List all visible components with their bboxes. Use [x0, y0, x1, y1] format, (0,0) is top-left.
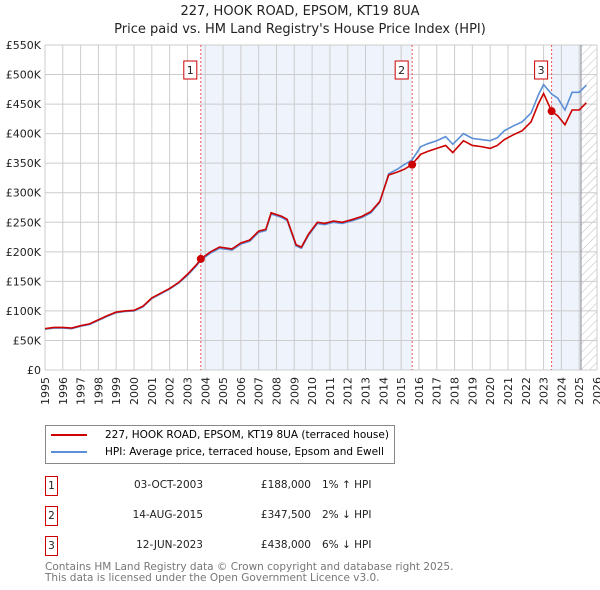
x-tick-label: 2020 — [484, 377, 497, 405]
legend-swatch-hpi — [51, 451, 87, 453]
sale-point — [547, 107, 556, 116]
x-tick-label: 2011 — [324, 377, 337, 405]
sale-hpi-diff: 1% ↑ HPI — [322, 479, 372, 491]
sale-point — [408, 160, 417, 169]
sale-marker-badge: 3 — [45, 536, 58, 556]
sale-marker-label: 1 — [187, 64, 194, 77]
x-tick-label: 2012 — [342, 377, 355, 405]
sale-hpi-diff: 6% ↓ HPI — [322, 539, 372, 551]
sale-marker-badge: 2 — [45, 506, 58, 526]
chart-title: 227, HOOK ROAD, EPSOM, KT19 8UA — [180, 4, 420, 19]
x-tick-label: 2004 — [199, 377, 212, 405]
x-tick-label: 1998 — [92, 377, 105, 405]
x-tick-label: 2013 — [360, 377, 373, 405]
legend-label-property: 227, HOOK ROAD, EPSOM, KT19 8UA (terrace… — [105, 429, 389, 441]
x-tick-label: 2017 — [431, 377, 444, 405]
y-tick-label: £500K — [6, 69, 42, 82]
sale-point — [196, 254, 205, 263]
x-tick-label: 2003 — [181, 377, 194, 405]
y-tick-label: £550K — [6, 39, 42, 52]
sale-marker-badge: 1 — [45, 476, 58, 496]
y-tick-label: £400K — [6, 128, 42, 141]
x-tick-label: 2008 — [270, 377, 283, 405]
x-tick-label: 2002 — [164, 377, 177, 405]
y-tick-label: £50K — [13, 334, 42, 347]
sale-marker-box — [183, 60, 198, 80]
sale-price: £438,000 — [260, 539, 311, 551]
x-tick-label: 2007 — [253, 377, 266, 405]
x-tick-label: 2025 — [573, 377, 586, 405]
chart-subtitle: Price paid vs. HM Land Registry's House … — [114, 22, 486, 37]
y-tick-label: £100K — [6, 305, 42, 318]
y-tick-label: £300K — [6, 187, 42, 200]
sale-price: £188,000 — [260, 479, 311, 491]
shaded-period — [200, 45, 413, 370]
y-tick-label: £250K — [6, 216, 42, 229]
sale-date: 14-AUG-2015 — [132, 509, 203, 521]
x-tick-label: 2005 — [217, 377, 230, 405]
sale-marker-box — [394, 60, 409, 80]
x-tick-label: 2009 — [288, 377, 301, 405]
x-tick-label: 2010 — [306, 377, 319, 405]
sale-date: 12-JUN-2023 — [136, 539, 203, 551]
x-tick-label: 2018 — [449, 377, 462, 405]
sale-marker-label: 2 — [398, 64, 405, 77]
plot-area: 1995 1996 1997 1998 1999 2000 2001 2002 2003 2004… — [6, 39, 600, 405]
y-tick-label: £350K — [6, 157, 42, 170]
x-tick-label: 2021 — [502, 377, 515, 405]
sale-marker-box — [534, 60, 549, 80]
y-tick-label: £0 — [27, 364, 41, 377]
x-tick-label: 2006 — [235, 377, 248, 405]
legend-label-hpi: HPI: Average price, terraced house, Epso… — [105, 446, 384, 458]
x-tick-label: 1999 — [110, 377, 123, 405]
x-tick-label: 2014 — [377, 377, 390, 405]
y-tick-label: £200K — [6, 246, 42, 259]
legend-swatch-property — [51, 434, 87, 436]
x-tick-label: 2016 — [413, 377, 426, 405]
x-tick-label: 1996 — [57, 377, 70, 405]
footer-copyright: Contains HM Land Registry data © Crown c… — [45, 561, 454, 573]
x-tick-label: 2023 — [538, 377, 551, 405]
x-tick-label: 2000 — [128, 377, 141, 405]
footer-licence: This data is licensed under the Open Gov… — [45, 572, 380, 584]
sale-price: £347,500 — [260, 509, 311, 521]
sale-marker-label: 3 — [538, 64, 545, 77]
sale-hpi-diff: 2% ↓ HPI — [322, 509, 372, 521]
x-tick-label: 1997 — [75, 377, 88, 405]
sale-date: 03-OCT-2003 — [134, 479, 203, 491]
x-tick-label: 2022 — [520, 377, 533, 405]
shaded-period — [551, 45, 581, 370]
x-tick-label: 2001 — [146, 377, 159, 405]
property-price-line — [44, 91, 587, 330]
x-tick-label: 2024 — [555, 377, 568, 405]
legend: 227, HOOK ROAD, EPSOM, KT19 8UA (terrace… — [45, 425, 395, 464]
x-tick-label: 1995 — [39, 377, 52, 405]
x-tick-label: 2019 — [466, 377, 479, 405]
x-tick-label: 2026 — [591, 377, 600, 405]
x-tick-label: 2015 — [395, 377, 408, 405]
y-tick-label: £150K — [6, 275, 42, 288]
y-tick-label: £450K — [6, 98, 42, 111]
forecast-hatch — [580, 45, 597, 370]
